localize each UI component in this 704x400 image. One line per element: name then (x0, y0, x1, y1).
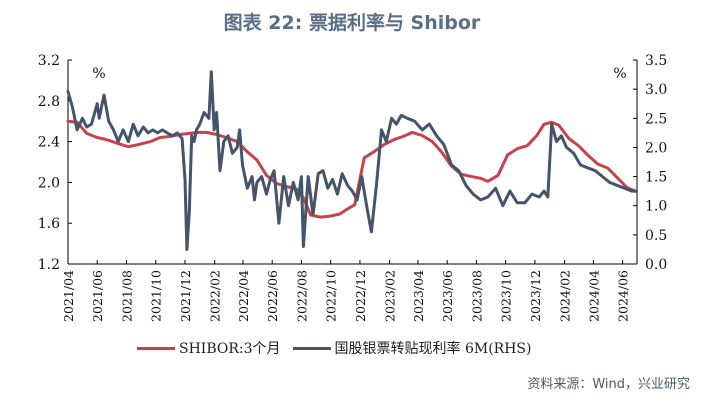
right-tick-label: 0.0 (645, 257, 667, 273)
series-lines (66, 70, 638, 251)
right-tick-label: 2.5 (645, 111, 667, 127)
legend-swatch-bill-rate (292, 346, 331, 350)
x-tick-label: 2024/04 (586, 270, 601, 322)
legend-item-shibor: SHIBOR:3个月 (137, 338, 281, 358)
x-tick-label: 2024/02 (558, 270, 573, 322)
left-axis-unit-label: % (92, 66, 105, 82)
right-tick-label: 1.0 (645, 199, 667, 215)
x-tick-label: 2024/06 (616, 270, 631, 322)
legend-label-bill-rate: 国股银票转贴现利率 6M(RHS) (334, 341, 532, 357)
chart-title: 图表 22: 票据利率与 Shibor (223, 12, 481, 34)
left-tick-label: 2.8 (38, 94, 60, 110)
right-tick-label: 3.5 (645, 53, 667, 69)
right-axis-unit-label: % (613, 66, 626, 82)
x-tick-label: 2023/02 (383, 270, 398, 322)
right-tick-label: 1.5 (645, 170, 667, 186)
x-tick-label: 2023/12 (528, 270, 543, 322)
x-tick-label: 2021/08 (119, 270, 134, 322)
legend-item-bill-rate: 国股银票转贴现利率 6M(RHS) (292, 338, 532, 358)
right-tick-label: 0.5 (645, 228, 667, 244)
x-tick-label: 2023/04 (411, 270, 426, 322)
x-tick-label: 2021/04 (61, 270, 76, 322)
right-tick-label: 3.0 (645, 82, 667, 98)
x-tick-label: 2022/12 (353, 270, 368, 322)
legend-label-shibor: SHIBOR:3个月 (179, 341, 281, 357)
x-tick-label: 2023/08 (469, 270, 484, 322)
x-tick-label: 2021/06 (90, 270, 105, 322)
series-line-shibor (66, 119, 638, 219)
x-tick-label: 2022/04 (236, 270, 251, 322)
x-tick-label: 2022/06 (265, 270, 280, 322)
source-note: 资料来源：Wind，兴业研究 (527, 377, 690, 392)
series-line-bill-rate (66, 70, 638, 251)
left-tick-label: 3.2 (38, 53, 60, 69)
x-tick-label: 2023/06 (440, 270, 455, 322)
left-tick-label: 2.4 (38, 135, 60, 151)
axes: 3.2 2.8 2.4 2.0 1.6 1.2 3.5 3.0 2.5 2.0 1.5 1.0 0.5 0… (38, 53, 668, 322)
legend-swatch-shibor (137, 346, 175, 350)
right-tick-label: 2.0 (645, 140, 667, 156)
x-tick-label: 2022/02 (208, 270, 223, 322)
x-tick-label: 2023/10 (499, 270, 514, 322)
x-tick-label: 2021/10 (149, 270, 164, 322)
x-tick-label: 2021/12 (178, 270, 193, 322)
x-tick-label: 2022/10 (324, 270, 339, 322)
legend: SHIBOR:3个月 国股银票转贴现利率 6M(RHS) (137, 338, 544, 358)
left-tick-label: 2.0 (38, 175, 60, 191)
left-tick-label: 1.6 (38, 216, 60, 232)
x-tick-label: 2022/08 (294, 270, 309, 322)
left-tick-label: 1.2 (38, 257, 60, 273)
